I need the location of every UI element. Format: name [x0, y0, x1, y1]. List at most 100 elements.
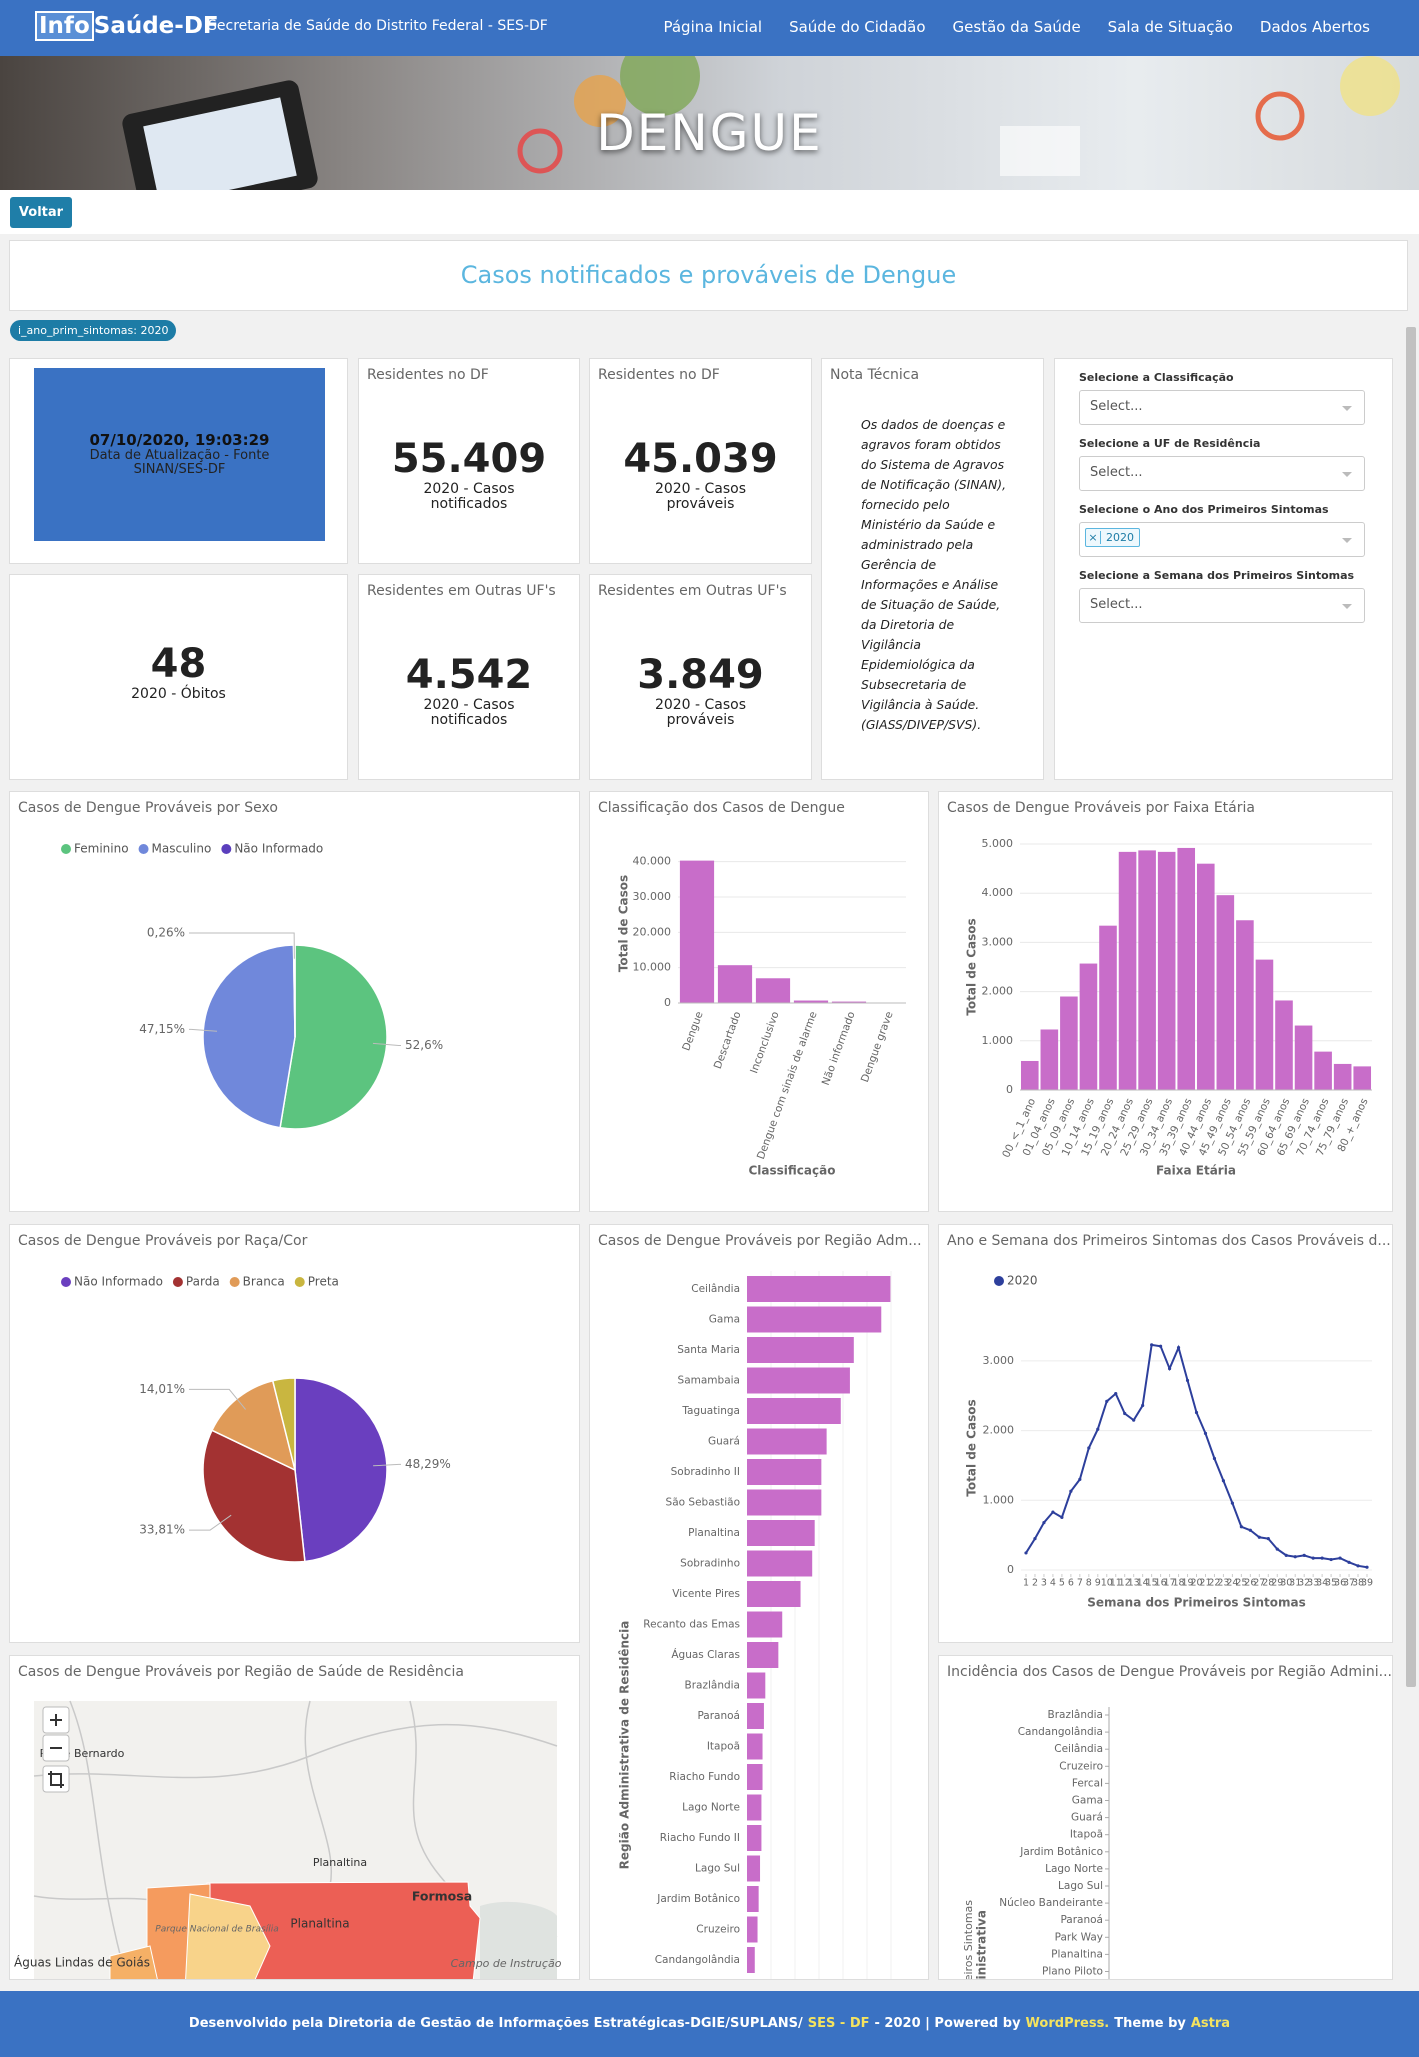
crop-box: [42, 1765, 70, 1793]
x-tick-label: 38: [1352, 1578, 1364, 1589]
y-axis-title: Total de Casos: [617, 875, 631, 972]
x-tick-label: 32: [1298, 1578, 1310, 1589]
x-tick-label: 29: [1271, 1578, 1283, 1589]
point: [1338, 1556, 1342, 1560]
x-tick-label: 17: [1164, 1578, 1176, 1589]
note-text: Os dados de doenças e agravos foram obti…: [861, 417, 1007, 732]
y-tick-label: 4.000: [982, 886, 1014, 899]
scroll-thumb[interactable]: [1406, 327, 1416, 1687]
nav-link[interactable]: Página Inicial: [663, 18, 763, 36]
point: [1042, 1521, 1046, 1525]
point: [1078, 1477, 1082, 1481]
chart-panel: Casos de Dengue Prováveis por Faixa Etár…: [938, 791, 1393, 1212]
x-tick-label: 34: [1316, 1578, 1328, 1589]
filter-chip[interactable]: i_ano_prim_sintomas: 2020: [10, 320, 177, 341]
zoom-out[interactable]: [42, 1734, 70, 1762]
point: [1356, 1564, 1360, 1568]
kpi-card: Residentes em Outras UF's 3.849 2020 - Cas…: [589, 574, 812, 780]
chart-title: Casos de Dengue Prováveis por Faixa Etár…: [947, 800, 1255, 816]
chart-panel: Casos de Dengue Prováveis por Região de …: [9, 1655, 580, 1980]
x-tick-label: 39: [1361, 1578, 1373, 1589]
legend-label: Não Informado: [234, 842, 323, 856]
footer-part: Desenvolvido pela Diretoria de Gestão de…: [188, 2016, 803, 2031]
y-tick-label: São Sebastião: [666, 1497, 740, 1509]
update-box: 07/10/2020, 19:03:29 Data de Atualização…: [34, 368, 325, 541]
y-tick-label: Cruzeiro: [1059, 1760, 1103, 1772]
nav-link[interactable]: Gestão da Saúde: [952, 18, 1081, 36]
x-tick-label: 5: [1059, 1578, 1065, 1589]
update-label: Data de Atualização - Fonte SINAN/SES-DF: [89, 448, 270, 477]
chart-title: Casos de Dengue Prováveis por Sexo: [18, 800, 278, 816]
y-tick-label: Lago Norte: [682, 1802, 740, 1814]
bar: [747, 1489, 822, 1516]
filter-select[interactable]: × 2020: [1079, 522, 1365, 557]
y-tick-label: Planaltina: [1051, 1948, 1103, 1960]
y-tick-label: Ceilândia: [1054, 1743, 1103, 1755]
point: [1320, 1556, 1324, 1560]
y-tick-label: Sobradinho II: [671, 1466, 740, 1478]
chart: Padre BernardoPlanaltinaFormosaPlanaltin…: [14, 1700, 562, 1979]
x-tick-label: 25: [1235, 1578, 1247, 1589]
kpi-title: Residentes em Outras UF's: [598, 583, 787, 599]
kpi-title: Residentes em Outras UF's: [367, 583, 556, 599]
legend-label: Não Informado: [74, 1275, 163, 1289]
bar: [1060, 996, 1078, 1090]
point: [1203, 1431, 1208, 1435]
filter-select[interactable]: Select...: [1079, 390, 1365, 425]
map-region: [206, 1881, 481, 1979]
leader-line: [189, 1514, 232, 1531]
chart: Ceilândia Gama Santa Maria Samambaia Taguati…: [618, 1271, 892, 1979]
filter-select[interactable]: Select...: [1079, 588, 1365, 623]
x-tick-label: 2: [1032, 1578, 1038, 1589]
footer-part[interactable]: Astra: [1190, 2016, 1231, 2031]
y-tick-label: 0: [1006, 1083, 1013, 1096]
point: [1212, 1456, 1217, 1461]
map-road: [69, 1700, 128, 1979]
nav-link[interactable]: Sala de Situação: [1107, 18, 1233, 36]
note-title: Nota Técnica: [830, 367, 920, 383]
y-tick-label: Riacho Fundo: [669, 1771, 740, 1783]
y-tick-label: 1.000: [982, 1034, 1014, 1047]
chart-panel: Casos de Dengue Prováveis por Sexo Femini…: [9, 791, 580, 1212]
logo[interactable]: Info Saúde-DF: [35, 11, 219, 41]
bar: [747, 1367, 850, 1394]
x-tick-label: 12: [1119, 1578, 1131, 1589]
bar: [1157, 851, 1176, 1090]
filter-placeholder: Select...: [1090, 399, 1143, 414]
back-button[interactable]: Voltar: [10, 197, 72, 228]
x-tick-label: Dengue grave: [859, 1010, 896, 1084]
footer-part[interactable]: WordPress.: [1025, 2016, 1110, 2031]
y-tick-label: Lago Sul: [1058, 1880, 1103, 1892]
x-tick-label: 24: [1226, 1578, 1238, 1589]
filter-placeholder: Select...: [1090, 597, 1143, 612]
bar: [1216, 895, 1235, 1090]
crop-button[interactable]: [42, 1765, 70, 1793]
x-tick-label: 9: [1095, 1578, 1101, 1589]
logo-suffix: Saúde-DF: [93, 13, 219, 39]
nav-link[interactable]: Dados Abertos: [1259, 18, 1370, 36]
x-tick-label: 27: [1253, 1578, 1265, 1589]
chart-panel: Incidência dos Casos de Dengue Prováveis…: [938, 1655, 1393, 1980]
nav-link[interactable]: Saúde do Cidadão: [789, 18, 926, 36]
chart-panel: Casos de Dengue Prováveis por Raça/Cor Nã…: [9, 1224, 580, 1643]
selected-chip[interactable]: × 2020: [1085, 528, 1140, 547]
zoom-in[interactable]: [42, 1706, 70, 1734]
bar: [747, 1459, 822, 1485]
kpi-body: 45.039 2020 - Casos prováveis: [590, 436, 811, 512]
filter-select[interactable]: Select...: [1079, 456, 1365, 491]
point: [1347, 1560, 1351, 1564]
chip-remove[interactable]: ×: [1086, 531, 1101, 544]
legend-swatch: [221, 844, 232, 854]
x-tick-label: 35: [1325, 1578, 1337, 1589]
kpi-title: Residentes no DF: [598, 367, 720, 383]
y-tick-label: Paranoá: [1060, 1914, 1103, 1926]
chart: Feminino Masculino Não Informado 52,6% 47,15…: [61, 842, 443, 1130]
x-tick-label: Não informado: [820, 1010, 858, 1087]
bar: [1236, 920, 1254, 1090]
scrollbar[interactable]: [1403, 311, 1419, 1980]
x-tick-label: 19: [1181, 1578, 1193, 1589]
x-tick-label: 14: [1137, 1578, 1149, 1589]
point: [1033, 1537, 1037, 1541]
y-tick-label: 3.000: [982, 935, 1014, 948]
